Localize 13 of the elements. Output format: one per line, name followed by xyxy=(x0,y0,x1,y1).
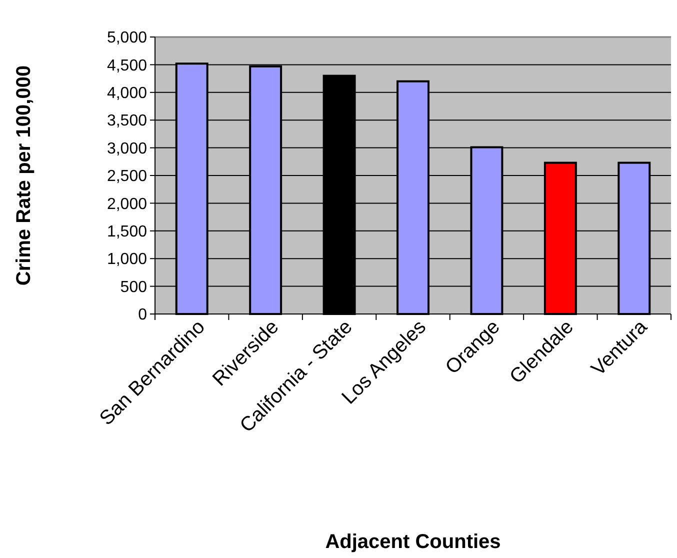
y-tick-label: 1,500 xyxy=(106,224,148,240)
y-tick-label: 2,500 xyxy=(106,168,148,186)
y-axis-title: Crime Rate per 100,000 xyxy=(13,65,35,286)
y-tick-label: 500 xyxy=(120,278,148,296)
y-tick-label: 5,000 xyxy=(106,30,148,47)
y-tick-label: 3,500 xyxy=(106,112,148,130)
y-tick-label: 4,000 xyxy=(106,85,148,102)
y-tick-label: 3,000 xyxy=(106,140,148,158)
y-tick-label: 4,500 xyxy=(106,57,148,74)
x-axis-title: Adjacent Counties xyxy=(325,531,501,553)
y-tick-label: 1,000 xyxy=(106,251,148,268)
y-tick-label: 2,000 xyxy=(106,196,148,213)
y-tick-label: 0 xyxy=(138,306,148,324)
